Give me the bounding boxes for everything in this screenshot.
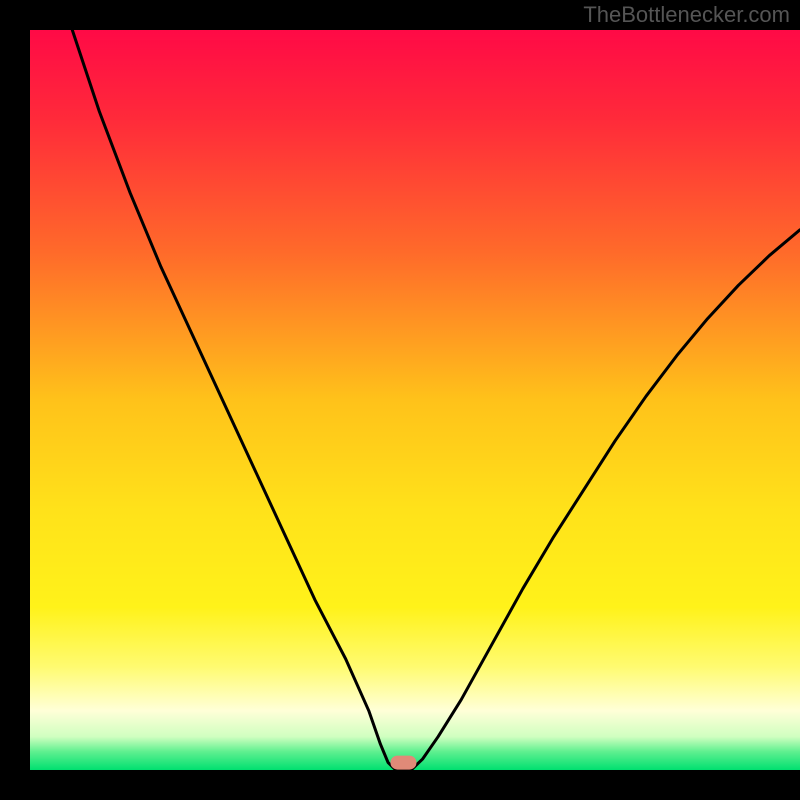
optimal-marker (390, 756, 416, 770)
chart-container: TheBottlenecker.com (0, 0, 800, 800)
watermark-text: TheBottlenecker.com (583, 2, 790, 28)
bottleneck-chart (0, 0, 800, 800)
plot-background (30, 30, 800, 770)
